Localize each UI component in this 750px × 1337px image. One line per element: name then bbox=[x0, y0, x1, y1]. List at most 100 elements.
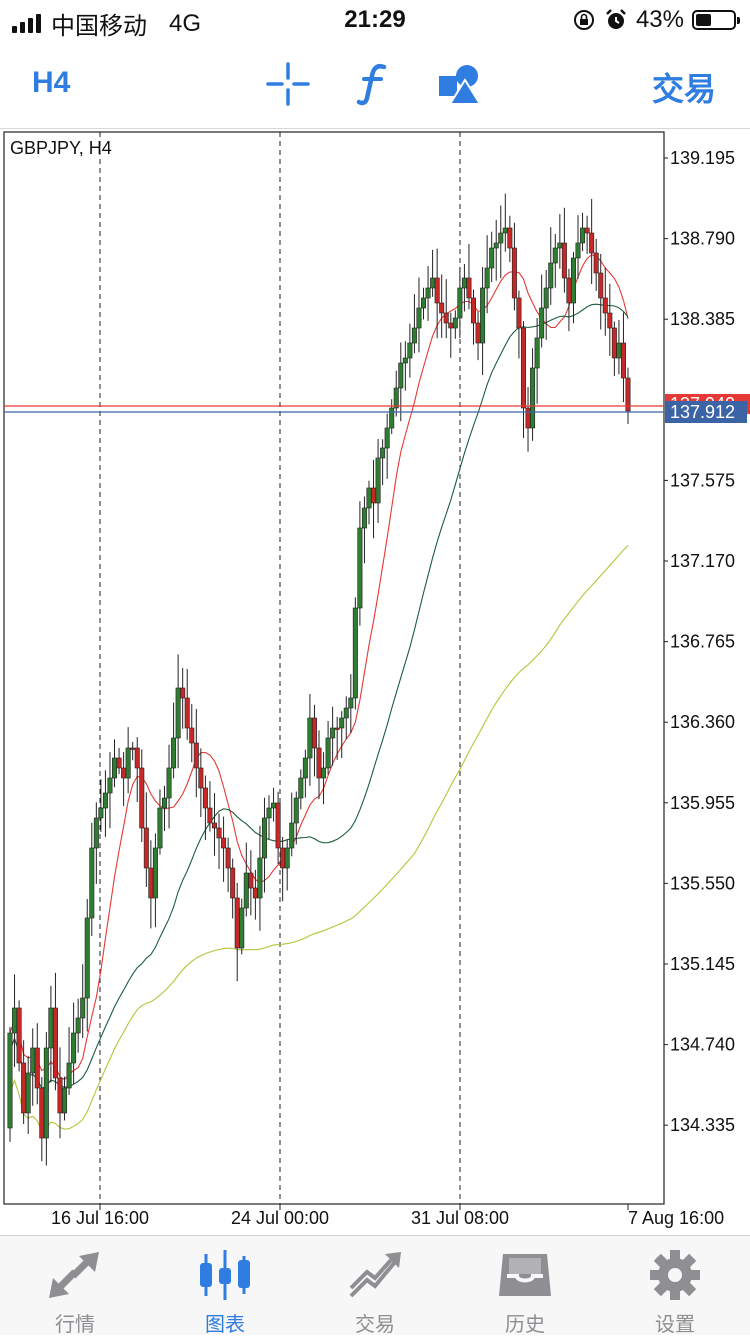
candle-body bbox=[302, 757, 308, 779]
candle-body bbox=[62, 1087, 68, 1114]
crosshair-icon[interactable] bbox=[264, 60, 312, 108]
date-label: 7 Aug 16:00 bbox=[628, 1208, 724, 1228]
chart-toolbar: H4 交易 bbox=[0, 40, 750, 129]
candle-body bbox=[371, 487, 377, 504]
candle-body bbox=[398, 362, 404, 389]
candle-body bbox=[189, 727, 195, 744]
candle-body bbox=[566, 277, 572, 304]
candle-body bbox=[416, 307, 422, 329]
candle-body bbox=[461, 277, 467, 289]
candle-body bbox=[448, 322, 454, 329]
candle-body bbox=[275, 802, 281, 849]
candle-body bbox=[89, 847, 95, 919]
tab-quotes[interactable]: 行情 bbox=[0, 1236, 150, 1336]
candle-body bbox=[411, 327, 417, 344]
candle-body bbox=[216, 827, 222, 839]
candle-body bbox=[230, 867, 236, 899]
candlestick-chart-icon bbox=[200, 1250, 250, 1300]
candle-body bbox=[316, 747, 322, 779]
candle-body bbox=[561, 242, 567, 279]
candle-body bbox=[207, 807, 213, 824]
tab-trade[interactable]: 交易 bbox=[300, 1236, 450, 1336]
date-label: 31 Jul 08:00 bbox=[411, 1208, 509, 1228]
candle-body bbox=[607, 312, 613, 329]
shapes-icon[interactable] bbox=[436, 60, 484, 108]
candle-body bbox=[539, 307, 545, 339]
function-icon[interactable] bbox=[350, 60, 398, 108]
plot-area bbox=[3, 131, 665, 1205]
candle-body bbox=[425, 287, 431, 299]
settings-gear-icon bbox=[650, 1250, 700, 1300]
candle-body bbox=[343, 707, 349, 719]
orientation-lock-icon bbox=[573, 10, 594, 30]
candle-body bbox=[125, 747, 131, 779]
candle-body bbox=[139, 767, 145, 829]
candle-body bbox=[325, 737, 331, 769]
candle-body bbox=[252, 887, 258, 899]
candle-body bbox=[434, 277, 440, 304]
candle-body bbox=[225, 847, 231, 869]
candlestick-chart[interactable]: GBPJPY, H4 139.195138.790138.385137.5751… bbox=[0, 128, 750, 1235]
tab-label: 历史 bbox=[505, 1314, 545, 1336]
network-type: 4G bbox=[169, 9, 202, 37]
candle-body bbox=[520, 327, 526, 409]
date-label: 24 Jul 00:00 bbox=[231, 1208, 329, 1228]
candle-body bbox=[180, 687, 186, 699]
candle-body bbox=[280, 847, 286, 869]
tab-label: 图表 bbox=[205, 1314, 245, 1336]
candle-body bbox=[311, 717, 317, 749]
tab-history[interactable]: 历史 bbox=[450, 1236, 600, 1336]
candle-body bbox=[16, 1007, 22, 1064]
price-label: 135.550 bbox=[670, 873, 735, 893]
tab-settings[interactable]: 设置 bbox=[600, 1236, 750, 1336]
price-label: 139.195 bbox=[670, 148, 735, 168]
candle-body bbox=[134, 747, 140, 769]
candle-body bbox=[21, 1062, 27, 1114]
moving-average-line bbox=[9, 545, 629, 1132]
tab-label: 设置 bbox=[655, 1314, 695, 1336]
candle-body bbox=[543, 287, 549, 309]
candle-body bbox=[439, 302, 445, 314]
candle-body bbox=[502, 227, 508, 234]
candle-body bbox=[152, 847, 158, 899]
period-separators bbox=[99, 132, 461, 1204]
tab-chart[interactable]: 图表 bbox=[150, 1236, 300, 1336]
moving-average-line bbox=[9, 303, 629, 1090]
trade-button[interactable]: 交易 bbox=[651, 71, 716, 107]
price-label: 134.740 bbox=[670, 1035, 735, 1055]
candle-body bbox=[248, 872, 254, 889]
candle-body bbox=[584, 227, 590, 234]
candle-body bbox=[589, 232, 595, 254]
candle-body bbox=[384, 427, 390, 449]
svg-text:137.912: 137.912 bbox=[670, 402, 735, 422]
candle-body bbox=[534, 337, 540, 369]
status-left: 中国移动 4G bbox=[12, 6, 201, 41]
candle-body bbox=[466, 277, 472, 299]
candle-body bbox=[575, 242, 581, 259]
price-label: 134.335 bbox=[670, 1115, 735, 1135]
candle-body bbox=[30, 1047, 36, 1074]
price-label: 135.955 bbox=[670, 793, 735, 813]
timeframe-button[interactable]: H4 bbox=[32, 66, 71, 99]
candle-body bbox=[452, 317, 458, 329]
candle-body bbox=[421, 297, 427, 309]
candle-body bbox=[271, 802, 277, 809]
candle-body bbox=[570, 257, 576, 304]
price-chart[interactable]: GBPJPY, H4 139.195 138.790 138.385 137.575 1… bbox=[0, 128, 750, 1235]
candle-body bbox=[361, 507, 367, 529]
candle-body bbox=[489, 247, 495, 269]
candle-body bbox=[261, 817, 267, 859]
candle-body bbox=[625, 377, 631, 412]
candle-body bbox=[116, 757, 122, 769]
candle-body bbox=[202, 787, 208, 809]
candle-body bbox=[175, 687, 181, 739]
bottom-tab-bar: 行情 图表 交易 历史 bbox=[0, 1235, 750, 1336]
price-label: 138.790 bbox=[670, 229, 735, 249]
candle-body bbox=[475, 322, 481, 344]
candle-body bbox=[443, 312, 449, 324]
candle-body bbox=[321, 767, 327, 779]
candle-body bbox=[611, 327, 617, 359]
candle-body bbox=[457, 287, 463, 319]
candle-body bbox=[334, 727, 340, 730]
status-bar: 中国移动 4G 21:29 43% bbox=[0, 0, 750, 40]
